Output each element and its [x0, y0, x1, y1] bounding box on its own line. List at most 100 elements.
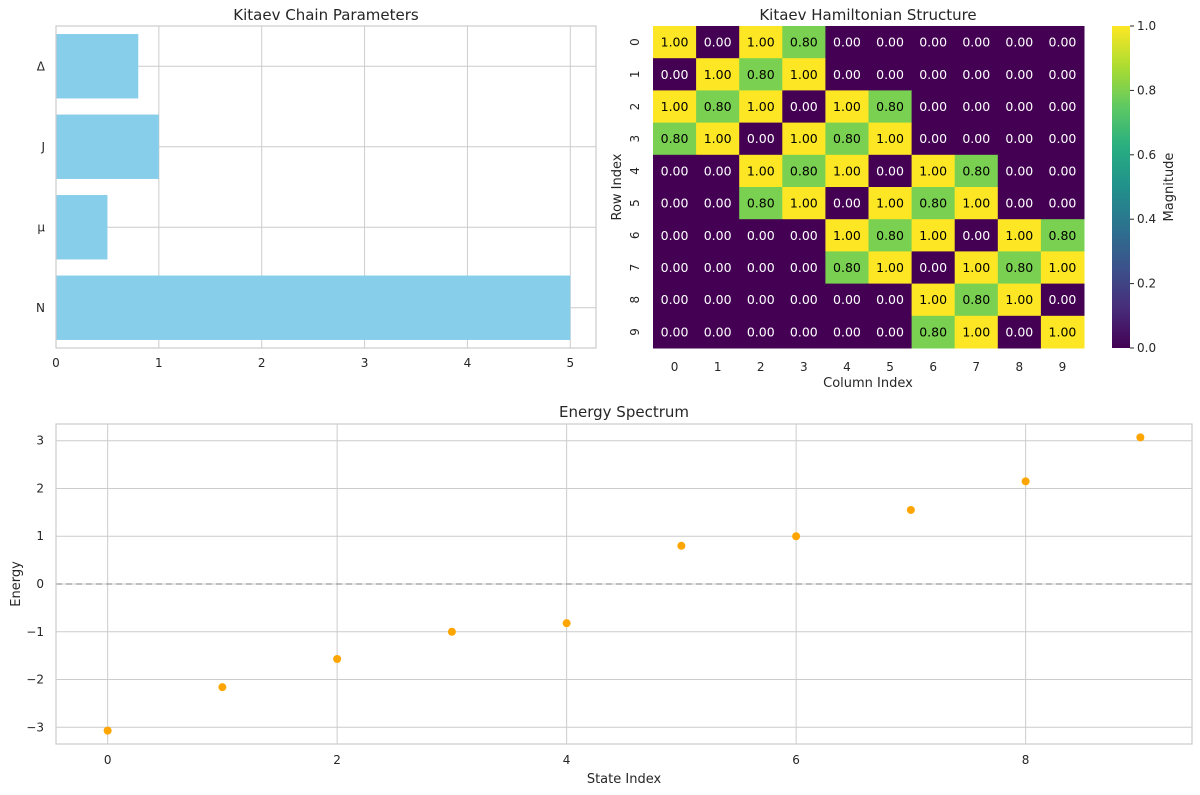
heatmap-cell-value: 0.00: [661, 292, 689, 307]
heatmap-cell-value: 0.00: [661, 324, 689, 339]
heatmap-cell: [739, 122, 783, 156]
heatmap-cell-value: 0.00: [1049, 196, 1077, 211]
heatmap-cell-value: 0.00: [661, 228, 689, 243]
heatmap-cell-value: 0.00: [747, 324, 775, 339]
heatmap-cell-value: 1.00: [876, 131, 904, 146]
heatmap-cell-value: 0.00: [747, 228, 775, 243]
heatmap-cell: [653, 154, 697, 188]
heatmap-cell: [782, 251, 826, 285]
row-tick-label: 3: [628, 135, 642, 143]
heatmap-cell: [782, 154, 826, 188]
colorbar-tick-label: 0.0: [1137, 341, 1156, 355]
heatmap-cell: [954, 26, 999, 59]
heatmap-cell-value: 0.80: [1005, 260, 1033, 275]
column-tick-label: 2: [757, 360, 765, 374]
heatmap-cell-value: 0.00: [876, 35, 904, 50]
heatmap-cell: [1040, 122, 1085, 156]
heatmap-cell: [1040, 219, 1085, 252]
heatmap-cell-value: 0.00: [704, 228, 732, 243]
heatmap-cell-value: 0.00: [661, 196, 689, 211]
heatmap-cell: [868, 187, 913, 220]
heatmap-cell: [1040, 315, 1085, 349]
heatmap-cell: [653, 187, 697, 220]
heatmap-cell: [782, 90, 826, 124]
heatmap-cell-value: 1.00: [1005, 228, 1033, 243]
heatmap-cell: [782, 122, 826, 156]
heatmap-cell-value: 0.00: [1049, 292, 1077, 307]
x-tick-label: 0: [52, 356, 60, 370]
heatmap-cell-value: 1.00: [833, 228, 861, 243]
heatmap-cell: [653, 122, 697, 156]
heatmap-cell-value: 0.00: [704, 196, 732, 211]
heatmap-cell-value: 0.00: [962, 35, 990, 50]
heatmap-cell: [739, 219, 783, 252]
heatmap-cell-value: 0.00: [833, 35, 861, 50]
heatmap-cell: [825, 219, 869, 252]
column-tick-label: 9: [1059, 360, 1067, 374]
energy-point: [792, 532, 801, 541]
heatmap-cell: [782, 283, 826, 317]
heatmap-cell-value: 0.80: [919, 196, 947, 211]
y-tick-label: 1: [36, 529, 44, 543]
y-tick-label: N: [36, 301, 45, 315]
heatmap-cell: [696, 26, 740, 59]
heatmap-cell-value: 1.00: [661, 35, 689, 50]
heatmap-cell-value: 1.00: [790, 196, 818, 211]
heatmap-cell-value: 0.00: [1005, 35, 1033, 50]
heatmap-cell-value: 0.00: [1049, 99, 1077, 114]
heatmap-cell-value: 0.00: [1005, 163, 1033, 178]
energy-point: [218, 683, 227, 692]
y-tick-label: 0: [36, 577, 44, 591]
row-tick-label: 0: [628, 38, 642, 46]
heatmap-cell-value: 0.00: [876, 324, 904, 339]
heatmap-cell: [1040, 90, 1085, 124]
heatmap-cell-value: 0.00: [962, 228, 990, 243]
heatmap-cell: [868, 219, 913, 252]
heatmap-cell: [653, 90, 697, 124]
heatmap-cell-value: 0.80: [876, 228, 904, 243]
heatmap-cell-value: 0.00: [790, 228, 818, 243]
heatmap-cell-value: 0.00: [919, 35, 947, 50]
heatmap-cell: [954, 154, 999, 188]
heatmap-cell: [868, 26, 913, 59]
heatmap-cell: [868, 315, 913, 349]
heatmap-cell: [653, 26, 697, 59]
colorbar-tick-label: 1.0: [1137, 19, 1156, 33]
heatmap-cell: [825, 26, 869, 59]
heatmap-cell: [739, 90, 783, 124]
heatmap-cell: [868, 90, 913, 124]
row-tick-label: 5: [628, 199, 642, 207]
heatmap-cell-value: 1.00: [790, 131, 818, 146]
parameters-chart-title: Kitaev Chain Parameters: [233, 6, 419, 24]
heatmap-cell-value: 1.00: [790, 67, 818, 82]
heatmap-cell-value: 0.00: [704, 163, 732, 178]
heatmap-y-axis-label: Row Index: [610, 153, 625, 220]
heatmap-cell-value: 0.00: [704, 292, 732, 307]
heatmap-cell-value: 0.00: [833, 67, 861, 82]
x-tick-label: 0: [104, 753, 112, 767]
heatmap-cell-value: 0.00: [876, 163, 904, 178]
heatmap-cell-value: 1.00: [747, 35, 775, 50]
heatmap-cell: [997, 90, 1042, 124]
heatmap-cell: [954, 90, 999, 124]
heatmap-cell: [1040, 187, 1085, 220]
heatmap-cell: [1040, 251, 1085, 285]
energy-point: [103, 726, 112, 735]
heatmap-cell: [911, 219, 956, 252]
heatmap-cell-value: 0.80: [790, 35, 818, 50]
heatmap-cell-value: 1.00: [661, 99, 689, 114]
heatmap-cell: [1040, 58, 1085, 91]
heatmap-cell: [868, 122, 913, 156]
energy-spectrum-chart: Energy Spectrum 0 2 4 6 8 3 2 1 0 −1 −2 −3 State I…: [9, 403, 1193, 787]
column-tick-label: 5: [886, 360, 894, 374]
heatmap-cell-value: 0.00: [1049, 67, 1077, 82]
x-tick-label: 8: [1022, 753, 1030, 767]
heatmap-cell-value: 0.00: [661, 163, 689, 178]
colorbar-tick-label: 0.8: [1137, 83, 1156, 97]
heatmap-x-axis-label: Column Index: [823, 376, 913, 391]
heatmap-cell: [997, 58, 1042, 91]
column-tick-label: 7: [972, 360, 980, 374]
parameters-plot-frame: [55, 25, 597, 349]
heatmap-cell: [954, 187, 999, 220]
y-tick-label: Δ: [37, 59, 46, 73]
